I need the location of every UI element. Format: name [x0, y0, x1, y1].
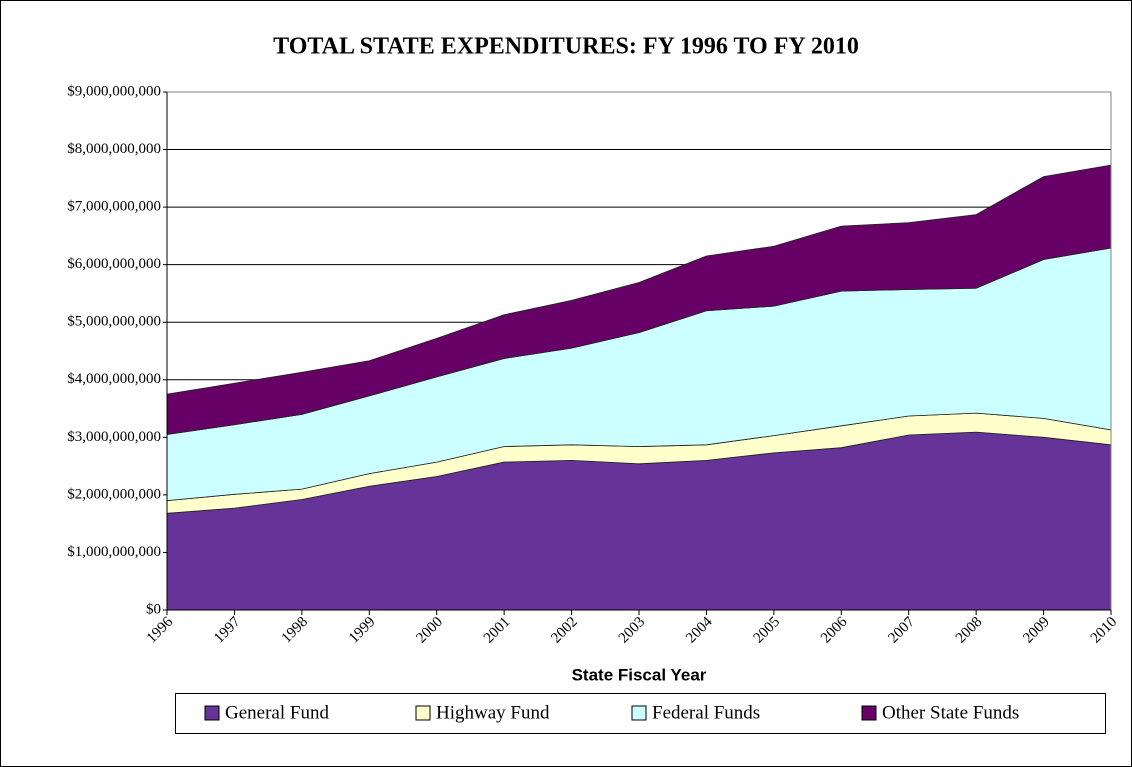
y-tick-label: $0: [146, 601, 161, 617]
y-tick-label: $6,000,000,000: [67, 256, 161, 272]
legend-label: Federal Funds: [652, 702, 760, 723]
x-axis-title: State Fiscal Year: [572, 665, 707, 684]
y-tick-label: $1,000,000,000: [67, 544, 161, 560]
y-tick-label: $2,000,000,000: [67, 486, 161, 502]
y-tick-label: $5,000,000,000: [67, 314, 161, 330]
chart-title: TOTAL STATE EXPENDITURES: FY 1996 TO FY …: [273, 34, 859, 60]
legend-swatch: [631, 705, 647, 721]
y-tick-label: $9,000,000,000: [67, 83, 161, 99]
legend-label: General Fund: [225, 702, 329, 723]
y-tick-label: $3,000,000,000: [67, 429, 161, 445]
legend-swatch: [204, 705, 220, 721]
legend-label: Highway Fund: [436, 702, 550, 723]
legend-swatch: [415, 705, 431, 721]
y-tick-label: $8,000,000,000: [67, 141, 161, 157]
legend-swatch: [861, 705, 877, 721]
y-tick-label: $7,000,000,000: [67, 199, 161, 215]
legend-label: Other State Funds: [882, 702, 1019, 723]
y-tick-label: $4,000,000,000: [67, 371, 161, 387]
